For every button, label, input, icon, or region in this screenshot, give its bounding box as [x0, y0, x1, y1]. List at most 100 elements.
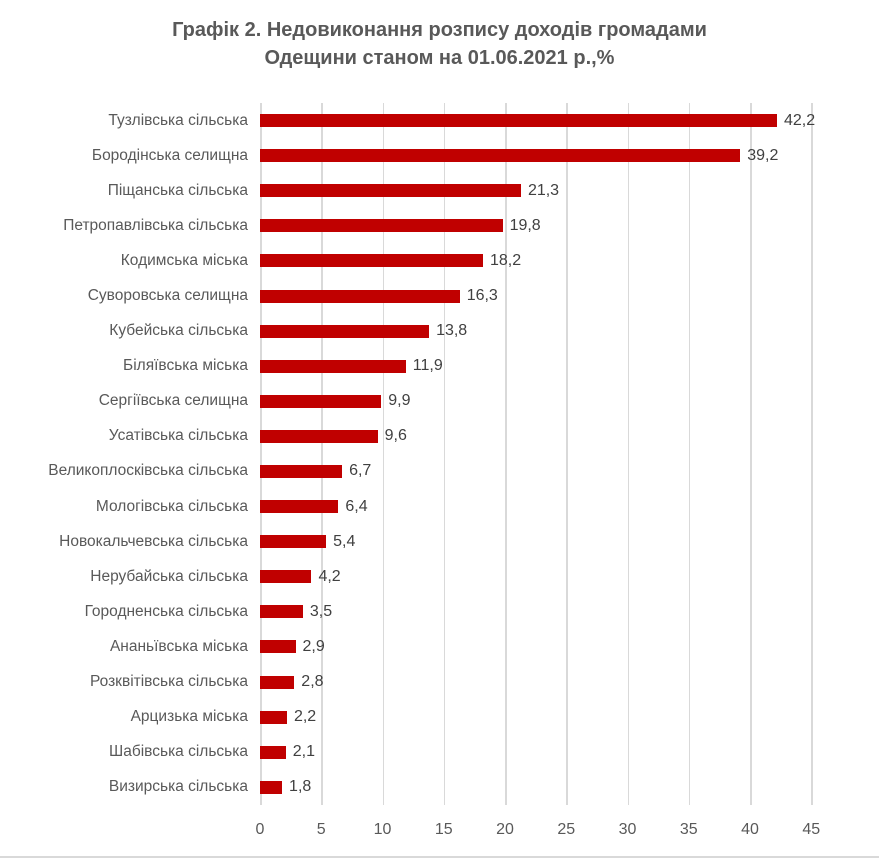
- plot-area: 42,2 39,2 21,3 19,8 18,2 16,3 13,8 11,9 9,9 9,6 6,…: [260, 103, 875, 805]
- category-label: Новокальчевська сільська: [59, 532, 248, 550]
- bar-row: 2,1: [260, 735, 875, 770]
- category-label: Кодимська міська: [120, 251, 248, 269]
- bar-row: 9,6: [260, 419, 875, 454]
- bar: [260, 219, 503, 233]
- x-tick-label: 15: [434, 821, 453, 838]
- x-tick-label: 25: [557, 821, 576, 838]
- x-tick-label: 30: [618, 821, 637, 838]
- bar: [260, 605, 303, 619]
- bar-row: 9,9: [260, 384, 875, 419]
- gridline: [260, 103, 262, 805]
- category-label: Визирська сільська: [108, 778, 248, 796]
- bar: [260, 640, 296, 654]
- gridline: [627, 103, 630, 805]
- category-label: Бородінська селищна: [91, 146, 248, 164]
- chart-title: Графік 2. Недовиконання розпису доходів …: [0, 16, 879, 72]
- category-label: Сергіївська селищна: [98, 392, 248, 410]
- category-label: Суворовська селищна: [87, 287, 248, 305]
- x-tick-label: 35: [679, 821, 698, 838]
- bar: [260, 570, 312, 584]
- value-label: 39,2: [747, 146, 779, 164]
- category-labels: Тузлівська сільська Бородінська селищна Пі…: [0, 103, 260, 805]
- gridline: [750, 103, 752, 805]
- category-label: Петропавлівська сільська: [63, 216, 248, 234]
- category-label: Біляївська міська: [123, 357, 248, 375]
- x-axis: 0 5 10 15 20 25 30 35 40 45: [256, 815, 875, 845]
- bar: [260, 535, 327, 549]
- bar: [260, 429, 378, 443]
- category-label: Піщанська сільська: [107, 181, 248, 199]
- bar: [260, 324, 430, 338]
- category-label: Тузлівська сільська: [108, 111, 248, 129]
- gridline: [688, 103, 691, 805]
- category-label: Розквітівська сільська: [89, 673, 248, 691]
- plot-wrap: Тузлівська сільська Бородінська селищна Пі…: [0, 103, 875, 805]
- bar: [260, 780, 283, 794]
- bar: [260, 289, 460, 303]
- value-label: 4,2: [318, 567, 341, 585]
- bar-row: 4,2: [260, 559, 875, 594]
- bar: [260, 254, 483, 268]
- value-label: 5,4: [333, 532, 356, 550]
- value-label: 19,8: [509, 216, 541, 234]
- bar: [260, 710, 287, 724]
- gridline: [321, 103, 323, 805]
- bar-row: 39,2: [260, 138, 875, 173]
- bar-rows: 42,2 39,2 21,3 19,8 18,2 16,3 13,8 11,9 9,9 9,6 6,…: [260, 103, 875, 805]
- x-tick-label: 0: [255, 821, 265, 838]
- gridlines: [260, 103, 875, 805]
- value-label: 11,9: [412, 357, 443, 375]
- category-label: Усатівська сільська: [108, 427, 248, 445]
- bar: [260, 745, 286, 759]
- value-label: 2,2: [293, 708, 317, 726]
- bar-row: 5,4: [260, 524, 875, 559]
- bar-row: 18,2: [260, 243, 875, 278]
- category-label: Ананьївська міська: [109, 637, 248, 655]
- bar-row: 6,7: [260, 454, 875, 489]
- value-label: 2,8: [301, 673, 324, 691]
- value-label: 3,5: [309, 602, 333, 620]
- value-label: 6,7: [349, 462, 372, 480]
- category-label: Шабівська сільська: [109, 743, 248, 761]
- x-tick-label: 5: [316, 821, 326, 838]
- bar: [260, 500, 339, 514]
- category-label: Нерубайська сільська: [90, 567, 248, 585]
- bar-row: 11,9: [260, 349, 875, 384]
- bar: [260, 394, 382, 408]
- chart-title-line1: Графік 2. Недовиконання розпису доходів …: [172, 19, 707, 41]
- value-label: 42,2: [783, 111, 816, 129]
- value-label: 6,4: [345, 497, 368, 515]
- value-label: 1,8: [289, 778, 312, 796]
- x-tick-label: 45: [802, 821, 821, 838]
- bar: [260, 184, 521, 198]
- gridline: [382, 103, 384, 805]
- gridline: [443, 103, 446, 805]
- value-label: 16,3: [466, 287, 498, 305]
- bar-row: 2,9: [260, 629, 875, 664]
- bar: [260, 675, 295, 689]
- value-label: 21,3: [527, 181, 560, 199]
- bar-row: 19,8: [260, 208, 875, 243]
- bar: [260, 359, 406, 373]
- gridline: [566, 103, 568, 805]
- bar-row: 2,8: [260, 665, 875, 700]
- value-label: 9,6: [384, 427, 407, 445]
- x-tick-label: 20: [496, 821, 514, 838]
- value-label: 2,1: [292, 743, 315, 761]
- bar-row: 13,8: [260, 314, 875, 349]
- bar-row: 2,2: [260, 700, 875, 735]
- x-tick-label: 10: [373, 821, 392, 838]
- chart-bottom-border: [0, 856, 879, 858]
- category-label: Городненська сільська: [84, 602, 248, 620]
- value-label: 18,2: [489, 251, 522, 269]
- bar: [260, 114, 777, 128]
- value-label: 9,9: [388, 392, 411, 410]
- category-label: Великоплосківська сільська: [48, 462, 248, 480]
- x-tick-label: 40: [741, 821, 759, 838]
- category-label: Мологівська сільська: [95, 497, 248, 515]
- category-label: Арцизька міська: [130, 708, 248, 726]
- value-label: 13,8: [436, 322, 468, 340]
- bar: [260, 464, 343, 478]
- category-label: Кубейська сільська: [109, 322, 248, 340]
